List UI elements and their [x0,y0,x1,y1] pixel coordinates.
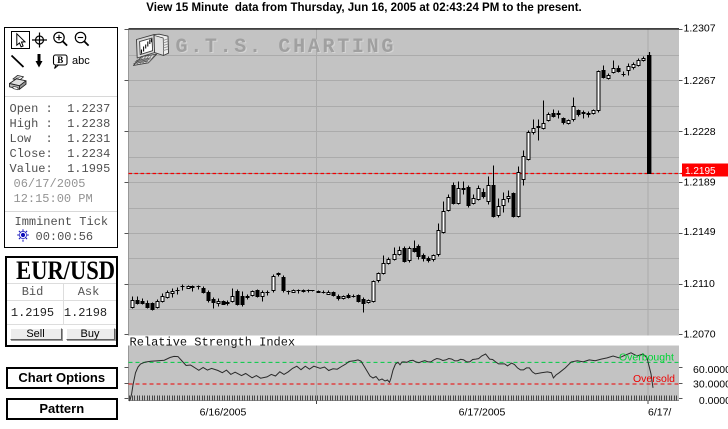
svg-text:30.0000: 30.0000 [693,379,728,391]
svg-text:1.2267: 1.2267 [684,75,716,87]
svg-text:6/16/2005: 6/16/2005 [200,406,247,418]
svg-text:60.0000: 60.0000 [693,364,728,376]
svg-text:G.T.S. CHARTING: G.T.S. CHARTING [176,36,397,59]
svg-text:1.2070: 1.2070 [684,328,716,340]
svg-text:G.T.S. CHARTING: G.T.S. CHARTING [177,37,398,60]
svg-text:Oversold: Oversold [633,373,675,385]
svg-text:Relative Strength Index: Relative Strength Index [130,336,296,350]
svg-text:6/17/2005: 6/17/2005 [459,406,506,418]
svg-text:1.2149: 1.2149 [684,226,716,238]
svg-text:abc: abc [72,55,90,67]
svg-text:6/17/: 6/17/ [648,406,671,418]
svg-text:1.2195: 1.2195 [685,166,716,177]
svg-text:0.0000: 0.0000 [699,395,728,407]
svg-text:1.2228: 1.2228 [684,126,716,138]
svg-text:Overbought: Overbought [619,352,674,364]
svg-text:1.2189: 1.2189 [684,177,716,189]
svg-text:1.2110: 1.2110 [684,278,715,290]
svg-text:B: B [57,55,63,65]
svg-text:1.2307: 1.2307 [684,23,716,35]
